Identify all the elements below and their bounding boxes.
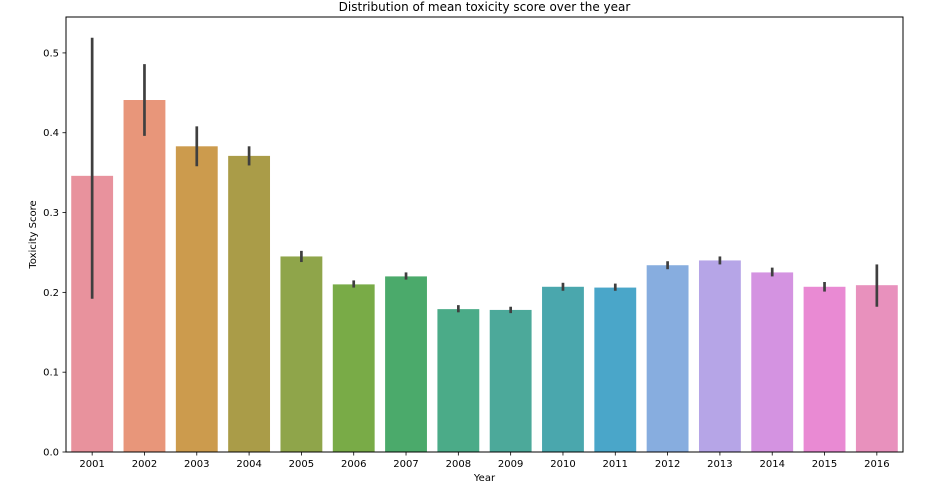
bar-2009 <box>489 309 532 452</box>
chart-title: Distribution of mean toxicity score over… <box>339 0 631 14</box>
bar-2011 <box>594 287 637 452</box>
x-tick-label-2015: 2015 <box>812 459 837 470</box>
x-tick-label-2012: 2012 <box>655 459 680 470</box>
x-tick-label-2011: 2011 <box>603 459 628 470</box>
y-axis-label: Toxicity Score <box>28 200 39 269</box>
x-tick-label-2004: 2004 <box>236 459 261 470</box>
y-ticks-layer: 0.0 0.1 0.2 0.3 0.4 0.5 <box>43 48 66 459</box>
bar-2004 <box>228 155 271 452</box>
y-tick-label-0.5: 0.5 <box>43 48 59 59</box>
x-tick-label-2009: 2009 <box>498 459 523 470</box>
y-tick-label-0.1: 0.1 <box>43 368 59 379</box>
x-tick-label-2014: 2014 <box>759 459 784 470</box>
bar-2014 <box>751 272 794 452</box>
y-tick-label-0.4: 0.4 <box>43 128 59 139</box>
x-tick-label-2001: 2001 <box>79 459 104 470</box>
bar-2016 <box>855 285 898 452</box>
x-tick-label-2006: 2006 <box>341 459 366 470</box>
bar-2012 <box>646 265 689 452</box>
bar-2006 <box>332 284 375 452</box>
error-bars-layer <box>90 37 879 314</box>
y-tick-label-0.0: 0.0 <box>43 448 59 459</box>
bars-layer <box>71 100 898 453</box>
x-tick-label-2016: 2016 <box>864 459 889 470</box>
x-tick-label-2002: 2002 <box>132 459 157 470</box>
plot-frame <box>65 16 904 453</box>
x-tick-label-2007: 2007 <box>393 459 418 470</box>
x-tick-label-2013: 2013 <box>707 459 732 470</box>
x-axis-label: Year <box>473 473 496 484</box>
y-tick-label-0.2: 0.2 <box>43 288 59 299</box>
bar-2002 <box>123 100 166 453</box>
x-tick-label-2010: 2010 <box>550 459 575 470</box>
bar-2007 <box>385 276 427 452</box>
bar-2010 <box>542 286 584 452</box>
bar-2003 <box>175 146 218 453</box>
x-tick-label-2008: 2008 <box>446 459 471 470</box>
bar-2008 <box>437 309 480 452</box>
x-tick-label-2003: 2003 <box>184 459 209 470</box>
x-tick-label-2005: 2005 <box>289 459 314 470</box>
bar-2015 <box>803 286 846 452</box>
bar-2005 <box>280 256 323 452</box>
y-tick-label-0.3: 0.3 <box>43 208 59 219</box>
x-ticks-layer: 2001 2002 2003 2004 2005 2006 2007 2008 2009 2010… <box>79 452 890 470</box>
bar-2013 <box>698 260 741 452</box>
